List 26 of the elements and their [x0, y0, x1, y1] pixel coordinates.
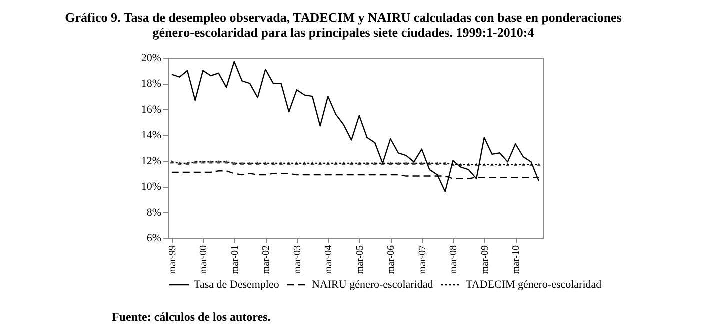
- x-tick-label: mar-07: [417, 246, 428, 274]
- legend-label: NAIRU género-escolaridad: [312, 279, 434, 291]
- x-tick-label: mar-04: [324, 246, 335, 274]
- x-tick-label: mar-03: [292, 246, 304, 274]
- y-tick-label: 20%: [141, 52, 162, 64]
- x-tick-label: mar-01: [230, 246, 241, 274]
- x-tick-label: mar-05: [354, 246, 366, 274]
- y-tick-label: 10%: [141, 181, 162, 194]
- y-tick-label: 14%: [141, 130, 162, 142]
- y-tick-label: 12%: [141, 155, 162, 168]
- x-tick-label: mar-09: [480, 246, 491, 274]
- x-tick-label: mar-10: [511, 246, 522, 274]
- x-tick-label: mar-99: [167, 246, 178, 274]
- y-tick-label: 16%: [141, 104, 162, 116]
- x-tick-label: mar-00: [198, 246, 210, 274]
- source-note: Fuente: cálculos de los autores.: [112, 310, 271, 325]
- legend-label: TADECIM género-escolaridad: [466, 279, 602, 291]
- line-series: [171, 61, 540, 192]
- x-tick-label: mar-02: [261, 246, 272, 274]
- y-tick-label: 8%: [146, 206, 162, 219]
- x-tick-label: mar-08: [448, 246, 460, 274]
- y-tick-label: 18%: [141, 78, 162, 90]
- x-tick-label: mar-06: [386, 246, 398, 274]
- chart-title: Gráfico 9. Tasa de desempleo observada, TADECIM y NAIRU calculadas con base en ponderaciones género-escolaridad para las principales siete ciudades. 1999:1-2010:4: [65, 10, 622, 40]
- y-tick-label: 6%: [146, 232, 162, 244]
- legend-label: Tasa de Desempleo: [194, 279, 280, 291]
